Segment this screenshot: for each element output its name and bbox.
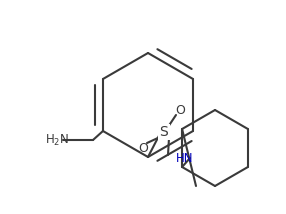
Text: H$_2$N: H$_2$N <box>45 132 69 147</box>
Text: O: O <box>138 141 148 155</box>
Text: S: S <box>160 125 168 139</box>
Text: HN: HN <box>176 152 194 165</box>
Text: O: O <box>175 104 185 116</box>
